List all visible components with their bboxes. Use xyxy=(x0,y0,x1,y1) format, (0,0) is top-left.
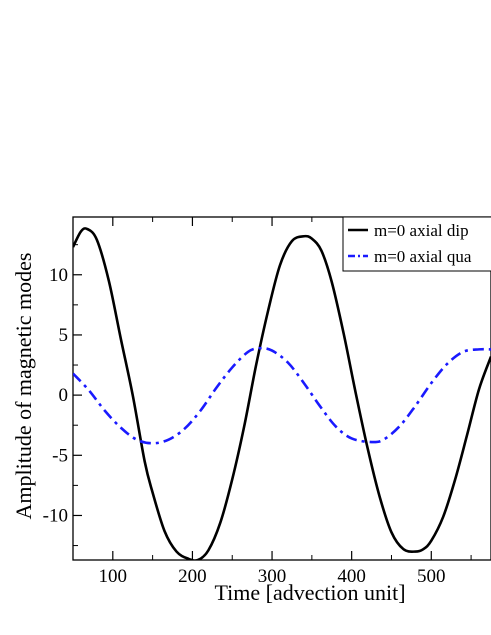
y-axis-label: Amplitude of magnetic modes xyxy=(11,253,36,520)
legend: m=0 axial dip m=0 axial qua xyxy=(342,216,491,272)
x-tick-label: 100 xyxy=(99,566,128,587)
series-layer xyxy=(73,227,491,560)
y-tick-label: -5 xyxy=(52,445,68,466)
x-axis-label: Time [advection unit] xyxy=(214,580,405,605)
x-tick-label: 300 xyxy=(258,566,287,587)
x-tick-label: 200 xyxy=(178,566,207,587)
y-tick-label: 0 xyxy=(59,385,69,406)
x-tick-label: 500 xyxy=(417,566,446,587)
x-axis-ticks: 100 200 300 400 500 xyxy=(72,217,472,587)
legend-box xyxy=(342,216,491,272)
y-tick-label: 5 xyxy=(59,325,69,346)
x-tick-label: 400 xyxy=(337,566,366,587)
y-tick-label: 10 xyxy=(49,265,68,286)
y-axis-ticks: 10 5 0 -5 -10 xyxy=(43,244,82,547)
y-tick-label: -10 xyxy=(43,505,68,526)
plot-frame xyxy=(72,216,491,561)
legend-label-series-1: m=0 axial dip xyxy=(374,221,469,240)
legend-label-series-2: m=0 axial qua xyxy=(374,247,472,266)
series-line-2 xyxy=(73,346,491,445)
series-line-1 xyxy=(73,227,491,560)
